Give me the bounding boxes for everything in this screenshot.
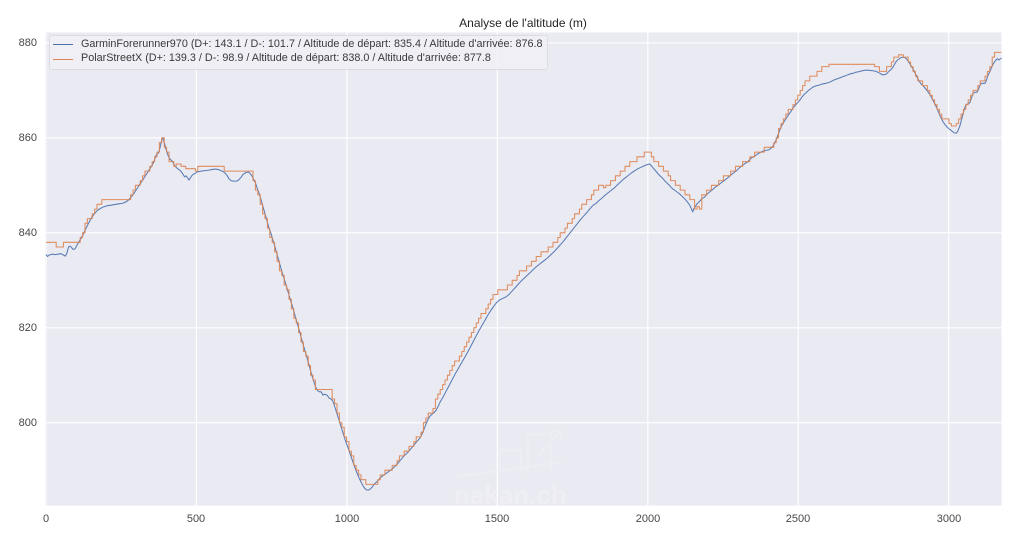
svg-text:nakan.ch: nakan.ch	[454, 480, 567, 510]
